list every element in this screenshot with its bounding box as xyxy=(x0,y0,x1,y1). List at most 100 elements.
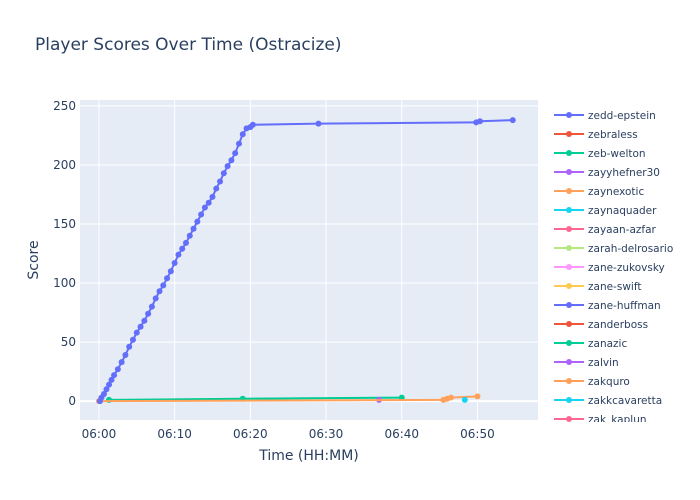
legend-item[interactable]: zebraless xyxy=(554,129,638,141)
data-point xyxy=(201,204,208,211)
legend-item[interactable]: zanderboss xyxy=(554,319,648,331)
data-point xyxy=(232,150,239,157)
legend-item[interactable]: zayaan-azfar xyxy=(554,224,657,236)
data-point xyxy=(137,323,144,330)
legend-swatch-marker xyxy=(566,112,572,118)
data-point xyxy=(190,225,197,232)
legend-item[interactable]: zaynaquader xyxy=(554,205,657,217)
legend-item[interactable]: zayyhefner30 xyxy=(554,167,660,179)
legend-label: zayyhefner30 xyxy=(588,167,660,179)
x-tick-label: 06:50 xyxy=(460,427,495,441)
x-tick-label: 06:10 xyxy=(157,427,192,441)
data-point xyxy=(209,193,216,200)
legend-label: zaynexotic xyxy=(588,186,644,198)
legend-item[interactable]: zeb-welton xyxy=(554,148,646,160)
legend-label: zanderboss xyxy=(588,319,648,331)
legend-swatch-marker xyxy=(566,302,572,308)
x-tick-label: 06:20 xyxy=(233,427,268,441)
legend-swatch-marker xyxy=(566,321,572,327)
legend-swatch-marker xyxy=(566,359,572,365)
legend-label: zaynaquader xyxy=(588,205,657,217)
y-tick-label: 100 xyxy=(53,276,76,290)
x-tick-label: 06:30 xyxy=(309,427,344,441)
legend-swatch-marker xyxy=(566,283,572,289)
series-layer xyxy=(95,117,516,405)
data-point xyxy=(509,117,516,124)
legend-swatch-marker xyxy=(566,131,572,137)
x-axis-title: Time (HH:MM) xyxy=(258,448,359,464)
legend-label: zane-zukovsky xyxy=(588,262,665,274)
legend-item[interactable]: zanazic xyxy=(554,338,627,350)
legend-item[interactable]: zakquro xyxy=(554,376,630,388)
legend-label: zalvin xyxy=(588,357,619,369)
legend-label: zarah-delrosario xyxy=(588,243,673,255)
legend-swatch-marker xyxy=(566,226,572,232)
legend-swatch-marker xyxy=(566,416,572,422)
series-zedd-epstein xyxy=(96,117,516,405)
data-point xyxy=(249,121,256,128)
legend-swatch-marker xyxy=(566,397,572,403)
data-point xyxy=(179,245,186,252)
legend-item[interactable]: zarah-delrosario xyxy=(554,243,673,255)
legend-swatch-marker xyxy=(566,264,572,270)
legend-swatch-marker xyxy=(566,169,572,175)
data-point xyxy=(474,393,481,400)
legend-label: zeb-welton xyxy=(588,148,646,160)
data-point xyxy=(156,288,163,295)
y-tick-label: 150 xyxy=(53,217,76,231)
data-point xyxy=(152,295,159,302)
data-point xyxy=(213,185,220,192)
data-point xyxy=(133,329,140,336)
data-point xyxy=(217,178,224,185)
legend-item[interactable]: zane-zukovsky xyxy=(554,262,665,274)
data-point xyxy=(114,366,121,373)
y-tick-label: 250 xyxy=(53,99,76,113)
legend-label: zebraless xyxy=(588,129,638,141)
legend-item[interactable]: zalvin xyxy=(554,357,619,369)
axis-ticks: 0 50 100 150 200 250 06:00 06:10 06:20 06:30 06:40… xyxy=(53,99,495,441)
data-point xyxy=(141,317,148,324)
data-point xyxy=(186,232,193,239)
y-tick-label: 200 xyxy=(53,158,76,172)
data-point xyxy=(447,394,454,401)
legend-swatch-marker xyxy=(566,340,572,346)
legend-item[interactable]: zak_kaplun xyxy=(554,414,647,426)
legend-label: zane-huffman xyxy=(588,300,661,312)
data-point xyxy=(122,352,129,359)
data-point xyxy=(167,268,174,275)
legend-item[interactable]: zedd-epstein xyxy=(554,110,656,122)
data-point xyxy=(182,239,189,246)
legend-label: zanazic xyxy=(588,338,627,350)
gridlines xyxy=(80,100,538,420)
legend-item[interactable]: zakkcavaretta xyxy=(554,395,662,407)
legend-item[interactable]: zaynexotic xyxy=(554,186,644,198)
legend-swatch-marker xyxy=(566,378,572,384)
data-point xyxy=(239,131,246,138)
legend-item[interactable]: zane-huffman xyxy=(554,300,661,312)
legend-label: zak_kaplun xyxy=(588,414,647,426)
data-point xyxy=(126,343,133,350)
legend-label: zedd-epstein xyxy=(588,110,656,122)
plot-area xyxy=(80,100,538,420)
data-point xyxy=(175,251,182,258)
legend-item[interactable]: zane-swift xyxy=(554,281,641,293)
legend-swatch-marker xyxy=(566,245,572,251)
data-point xyxy=(108,376,115,383)
data-point xyxy=(164,275,171,282)
data-point xyxy=(100,391,107,398)
data-point xyxy=(103,386,110,393)
data-point xyxy=(220,170,227,177)
y-axis-title: Score xyxy=(26,240,42,279)
data-point xyxy=(171,259,178,266)
legend-label: zakkcavaretta xyxy=(588,395,662,407)
data-point xyxy=(205,199,212,206)
series-zeb-welton xyxy=(106,394,405,403)
data-point xyxy=(228,157,235,164)
y-tick-label: 0 xyxy=(68,394,76,408)
data-point xyxy=(476,118,483,125)
legend[interactable]: zedd-epstein zebraless zeb-welton zayyhefne… xyxy=(554,110,673,426)
x-tick-label: 06:40 xyxy=(384,427,419,441)
y-tick-label: 50 xyxy=(61,335,76,349)
